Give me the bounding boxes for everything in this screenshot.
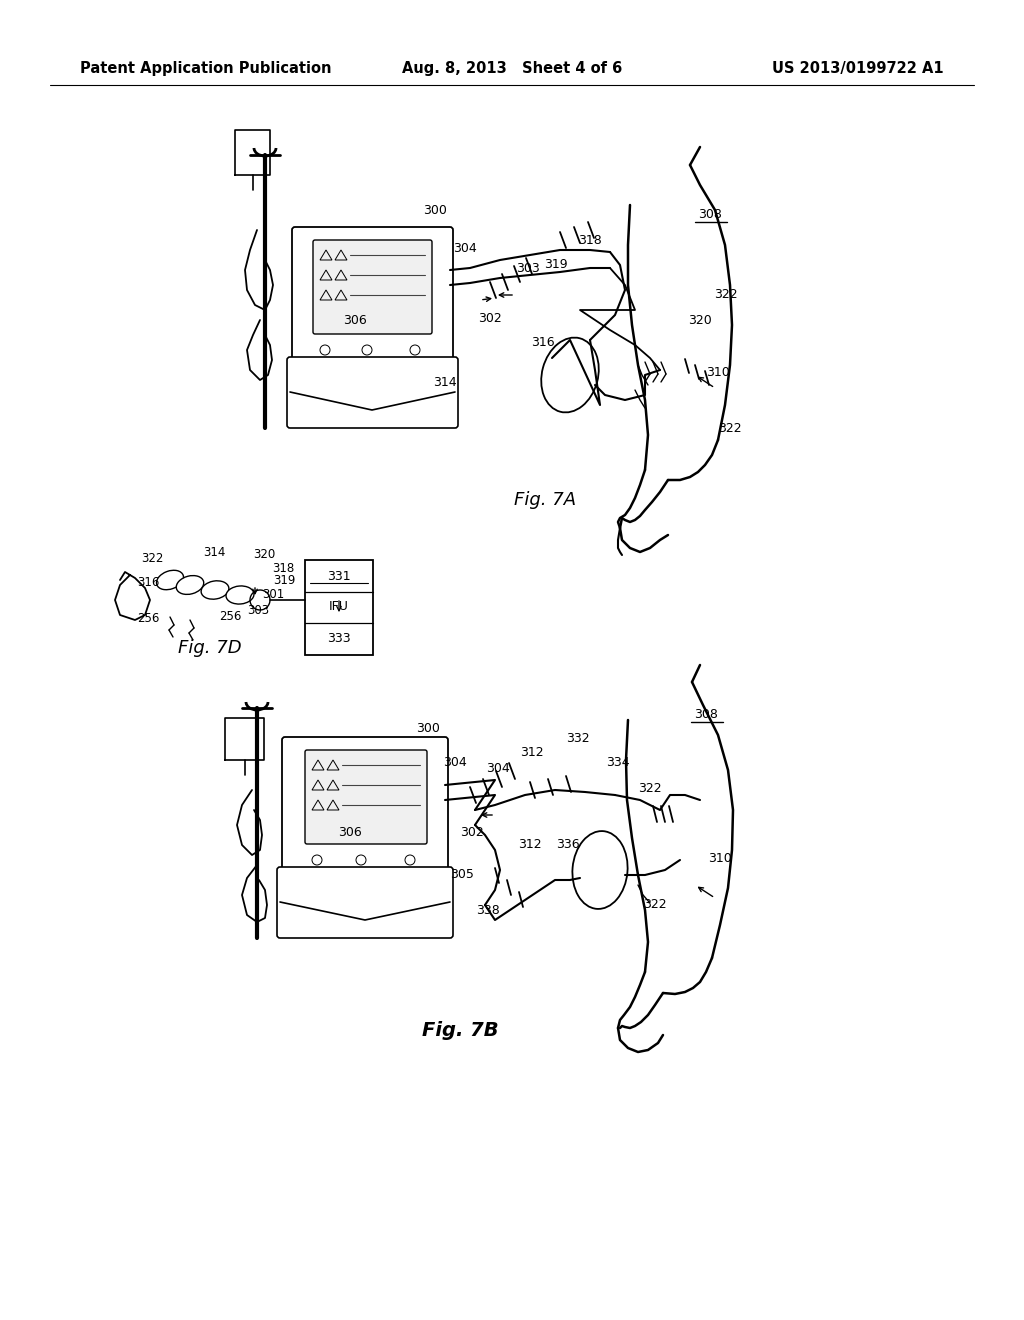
Text: 306: 306: [343, 314, 367, 326]
Text: Fig. 7D: Fig. 7D: [178, 639, 242, 657]
Text: IFU: IFU: [329, 601, 349, 614]
Text: 305: 305: [451, 869, 474, 882]
FancyBboxPatch shape: [278, 867, 453, 939]
Text: Fig. 7A: Fig. 7A: [514, 491, 577, 510]
Text: 304: 304: [443, 755, 467, 768]
Text: 318: 318: [579, 234, 602, 247]
Text: 314: 314: [203, 545, 225, 558]
Text: 318: 318: [272, 561, 294, 574]
Text: 334: 334: [606, 755, 630, 768]
Text: 301: 301: [262, 589, 284, 602]
Ellipse shape: [201, 581, 229, 599]
Text: 322: 322: [643, 899, 667, 912]
Text: 308: 308: [698, 209, 722, 222]
Text: Aug. 8, 2013   Sheet 4 of 6: Aug. 8, 2013 Sheet 4 of 6: [401, 61, 623, 75]
Text: 319: 319: [272, 573, 295, 586]
Text: 314: 314: [433, 375, 457, 388]
Text: 322: 322: [714, 289, 738, 301]
Text: 322: 322: [718, 421, 741, 434]
Text: 333: 333: [328, 632, 351, 645]
Text: 338: 338: [476, 903, 500, 916]
Text: 308: 308: [694, 709, 718, 722]
Text: 303: 303: [516, 261, 540, 275]
Text: 320: 320: [253, 549, 275, 561]
FancyBboxPatch shape: [282, 737, 449, 873]
Text: 322: 322: [141, 552, 163, 565]
Text: 304: 304: [454, 242, 477, 255]
Text: 312: 312: [520, 746, 544, 759]
Text: 256: 256: [137, 611, 159, 624]
Bar: [305, 560, 373, 655]
Text: 300: 300: [416, 722, 440, 734]
Text: 302: 302: [460, 825, 484, 838]
Text: 319: 319: [544, 259, 568, 272]
Text: 336: 336: [556, 838, 580, 851]
FancyBboxPatch shape: [292, 227, 453, 363]
Ellipse shape: [176, 576, 204, 594]
Text: 306: 306: [338, 825, 361, 838]
Text: 302: 302: [478, 312, 502, 325]
Ellipse shape: [157, 570, 183, 590]
Text: 316: 316: [531, 337, 555, 350]
Text: 320: 320: [688, 314, 712, 326]
Text: 322: 322: [638, 781, 662, 795]
Text: 310: 310: [709, 851, 732, 865]
FancyBboxPatch shape: [305, 750, 427, 843]
Text: 312: 312: [518, 838, 542, 851]
Text: 256: 256: [219, 610, 242, 623]
Text: Patent Application Publication: Patent Application Publication: [80, 61, 332, 75]
Text: 304: 304: [486, 762, 510, 775]
Ellipse shape: [572, 832, 628, 909]
Text: US 2013/0199722 A1: US 2013/0199722 A1: [772, 61, 944, 75]
Text: 303: 303: [247, 603, 269, 616]
Text: 316: 316: [137, 577, 159, 590]
Text: 332: 332: [566, 731, 590, 744]
Text: 300: 300: [423, 203, 446, 216]
FancyBboxPatch shape: [313, 240, 432, 334]
Text: Fig. 7B: Fig. 7B: [422, 1020, 499, 1040]
Text: 331: 331: [328, 569, 351, 582]
Text: 310: 310: [707, 366, 730, 379]
Ellipse shape: [542, 338, 599, 412]
Ellipse shape: [226, 586, 254, 605]
FancyBboxPatch shape: [287, 356, 458, 428]
